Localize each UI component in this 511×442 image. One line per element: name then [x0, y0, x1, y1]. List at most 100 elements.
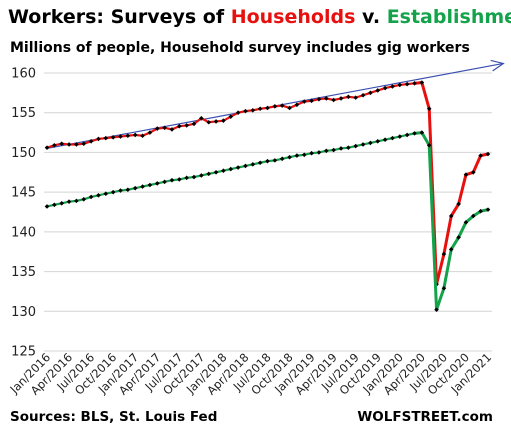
- y-tick-label: 150: [11, 146, 36, 161]
- establishments-point: [59, 200, 64, 206]
- establishments-point: [485, 207, 491, 212]
- establishments-point: [294, 153, 300, 158]
- households-point: [448, 213, 454, 219]
- households-point: [228, 114, 234, 119]
- establishments-point: [390, 135, 395, 141]
- y-tick-label: 135: [11, 265, 36, 280]
- establishments-point: [169, 177, 175, 183]
- establishments-point: [154, 181, 160, 186]
- households-point: [213, 119, 219, 124]
- households-point: [390, 84, 395, 89]
- establishments-point: [287, 154, 292, 160]
- establishments-point: [412, 131, 417, 136]
- y-tick-label: 145: [11, 186, 36, 201]
- establishments-point: [478, 208, 483, 214]
- households-point: [44, 145, 50, 150]
- households-point: [309, 98, 314, 104]
- establishments-point: [228, 166, 234, 172]
- establishments-point: [404, 132, 410, 138]
- households-point: [110, 135, 116, 140]
- establishments-point: [316, 150, 322, 155]
- establishments-point: [110, 189, 116, 195]
- establishments-point: [162, 179, 167, 185]
- households-point: [294, 102, 300, 108]
- households-point: [471, 169, 476, 175]
- establishments-point: [96, 193, 101, 198]
- y-tick-label: 140: [11, 225, 36, 240]
- establishments-point: [471, 213, 476, 219]
- households-point: [221, 118, 226, 123]
- brand-label: WOLFSTREET.com: [357, 409, 493, 425]
- households-point: [66, 142, 72, 147]
- y-tick-label: 155: [11, 106, 36, 121]
- establishments-point: [132, 185, 138, 191]
- establishments-point: [301, 152, 307, 158]
- households-point: [118, 134, 123, 139]
- households-point: [169, 127, 175, 132]
- households-point: [132, 132, 138, 138]
- y-tick-label: 130: [11, 305, 36, 320]
- y-tick-label: 160: [11, 67, 36, 82]
- households-point: [265, 105, 270, 111]
- establishments-point: [265, 158, 270, 164]
- establishments-point: [331, 147, 336, 153]
- establishments-point: [353, 143, 358, 149]
- households-point: [360, 92, 366, 98]
- households-point: [463, 172, 469, 177]
- households-point: [397, 82, 403, 88]
- households-point: [368, 90, 373, 96]
- households-point: [96, 136, 101, 142]
- households-point: [279, 103, 285, 108]
- households-point: [177, 123, 182, 129]
- households-point: [324, 96, 329, 101]
- households-point: [191, 121, 197, 127]
- households-point: [88, 139, 94, 144]
- establishments-point: [140, 184, 145, 189]
- establishments-point: [118, 188, 123, 193]
- establishments-point: [279, 156, 285, 162]
- establishments-point: [346, 145, 351, 150]
- establishments-point: [250, 162, 256, 167]
- establishments-point: [125, 187, 131, 193]
- households-point: [243, 108, 248, 114]
- households-point: [456, 201, 461, 207]
- households-point: [147, 130, 153, 135]
- establishments-point: [177, 177, 182, 182]
- households-point: [52, 142, 57, 148]
- establishments-point: [191, 174, 197, 180]
- establishments-point: [74, 198, 79, 204]
- establishments-point: [213, 169, 219, 175]
- title-connector: v.: [355, 6, 386, 28]
- chart-title: Workers: Surveys of Households v. Establ…: [8, 6, 511, 28]
- establishments-point: [426, 142, 432, 148]
- establishments-point: [66, 199, 72, 204]
- households-point: [199, 115, 204, 121]
- establishments-point: [243, 163, 248, 169]
- households-point: [338, 96, 344, 101]
- chart-subtitle: Millions of people, Household survey inc…: [10, 40, 470, 56]
- households-point: [419, 80, 425, 85]
- establishments-point: [463, 220, 469, 225]
- establishments-point: [397, 134, 403, 139]
- establishments-point: [338, 146, 344, 151]
- source-note: Sources: BLS, St. Louis Fed: [10, 409, 217, 425]
- establishments-point: [103, 191, 109, 197]
- establishments-point: [52, 202, 57, 208]
- establishments-point: [382, 137, 388, 143]
- households-point: [478, 153, 483, 158]
- establishments-point: [368, 140, 373, 146]
- establishments-point: [456, 235, 461, 240]
- establishments-point: [375, 139, 381, 144]
- gridlines: [44, 72, 492, 352]
- establishments-point: [221, 168, 226, 173]
- households-point: [184, 123, 189, 128]
- households-point: [272, 104, 278, 109]
- households-point: [346, 94, 351, 100]
- households-point: [257, 106, 263, 112]
- establishments-point: [272, 158, 278, 163]
- households-point: [412, 81, 417, 86]
- establishments-point: [324, 148, 329, 154]
- title-households: Households: [231, 6, 356, 28]
- establishments-point: [88, 194, 94, 200]
